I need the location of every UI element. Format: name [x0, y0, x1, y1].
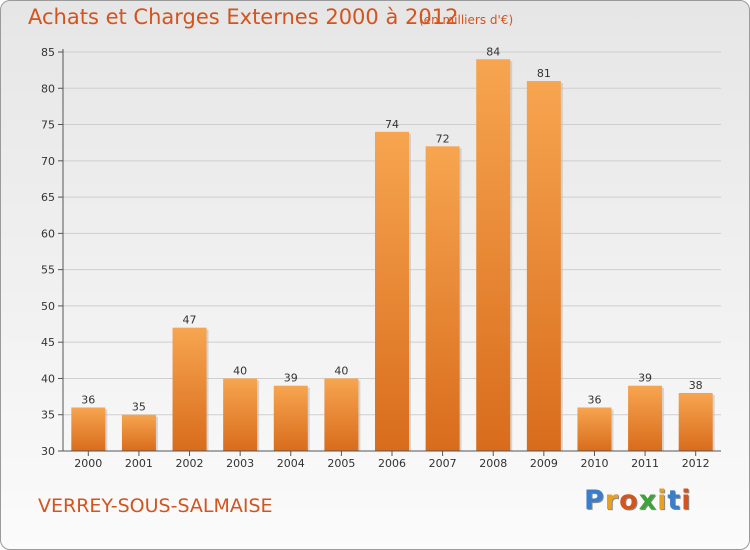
y-tick-label: 65	[41, 191, 55, 204]
bar	[678, 392, 713, 451]
logo-letter: x	[638, 485, 658, 516]
data-label: 40	[233, 364, 247, 377]
x-tick-label: 2007	[429, 457, 457, 470]
x-tick-label: 2012	[682, 457, 710, 470]
x-tick-label: 2002	[176, 457, 204, 470]
x-tick-label: 2010	[580, 457, 608, 470]
bars: 36 35 47 40 39 40 74 72 84 81 36 39 38	[71, 45, 715, 452]
y-tick-label: 40	[41, 372, 55, 385]
logo-letter: r	[604, 485, 620, 516]
logo-letter: i	[657, 485, 668, 516]
y-tick-label: 70	[41, 155, 55, 168]
data-label: 36	[587, 393, 601, 406]
data-label: 39	[638, 372, 652, 385]
chart-title: Achats et Charges Externes 2000 à 2012	[28, 5, 459, 29]
data-label: 74	[385, 118, 399, 131]
y-tick-label: 50	[41, 300, 55, 313]
x-tick-label: 2004	[277, 457, 305, 470]
x-tick-label: 2003	[226, 457, 254, 470]
bar	[628, 385, 663, 451]
bar	[425, 146, 460, 452]
place-name: VERREY-SOUS-SALMAISE	[38, 495, 273, 517]
bar	[375, 131, 409, 452]
x-tick-label: 2001	[125, 457, 153, 470]
data-label: 72	[436, 132, 450, 145]
data-label: 40	[334, 364, 348, 377]
data-label: 39	[284, 372, 298, 385]
bar	[71, 407, 106, 451]
bar	[273, 385, 308, 451]
y-tick-label: 30	[41, 445, 55, 458]
x-tick-label: 2009	[530, 457, 558, 470]
y-tick-label: 80	[41, 82, 55, 95]
data-label: 81	[537, 67, 551, 80]
logo-letter: t	[667, 485, 682, 516]
bar	[526, 81, 561, 451]
logo-letter: i	[681, 485, 692, 516]
data-label: 38	[689, 379, 703, 392]
x-tick-label: 2011	[631, 457, 659, 470]
bar	[324, 378, 359, 451]
logo-letter: P	[584, 485, 605, 516]
y-tick-label: 35	[41, 409, 55, 422]
data-label: 36	[81, 393, 95, 406]
logo-letter: o	[619, 485, 639, 516]
y-tick-label: 75	[41, 119, 55, 132]
chart-subtitle: (en milliers d'€)	[419, 13, 514, 27]
bar	[223, 378, 258, 451]
y-tick-label: 85	[41, 46, 55, 59]
bar	[121, 414, 156, 451]
data-label: 47	[183, 314, 197, 327]
bar	[577, 407, 612, 451]
x-tick-label: 2008	[479, 457, 507, 470]
data-label: 35	[132, 401, 146, 414]
bar	[172, 327, 207, 451]
x-tick-label: 2000	[74, 457, 102, 470]
data-label: 84	[486, 45, 500, 58]
y-tick-label: 60	[41, 227, 55, 240]
x-tick-label: 2005	[327, 457, 355, 470]
y-tick-label: 45	[41, 336, 55, 349]
x-tick-label: 2006	[378, 457, 406, 470]
y-tick-label: 55	[41, 264, 55, 277]
bar	[476, 59, 511, 451]
axes: 30 35 40 45 50 55 60 65 70 75 80 85 2000 2001 2002 2003…	[41, 46, 721, 470]
proxiti-logo[interactable]: Proxiti	[584, 485, 692, 516]
